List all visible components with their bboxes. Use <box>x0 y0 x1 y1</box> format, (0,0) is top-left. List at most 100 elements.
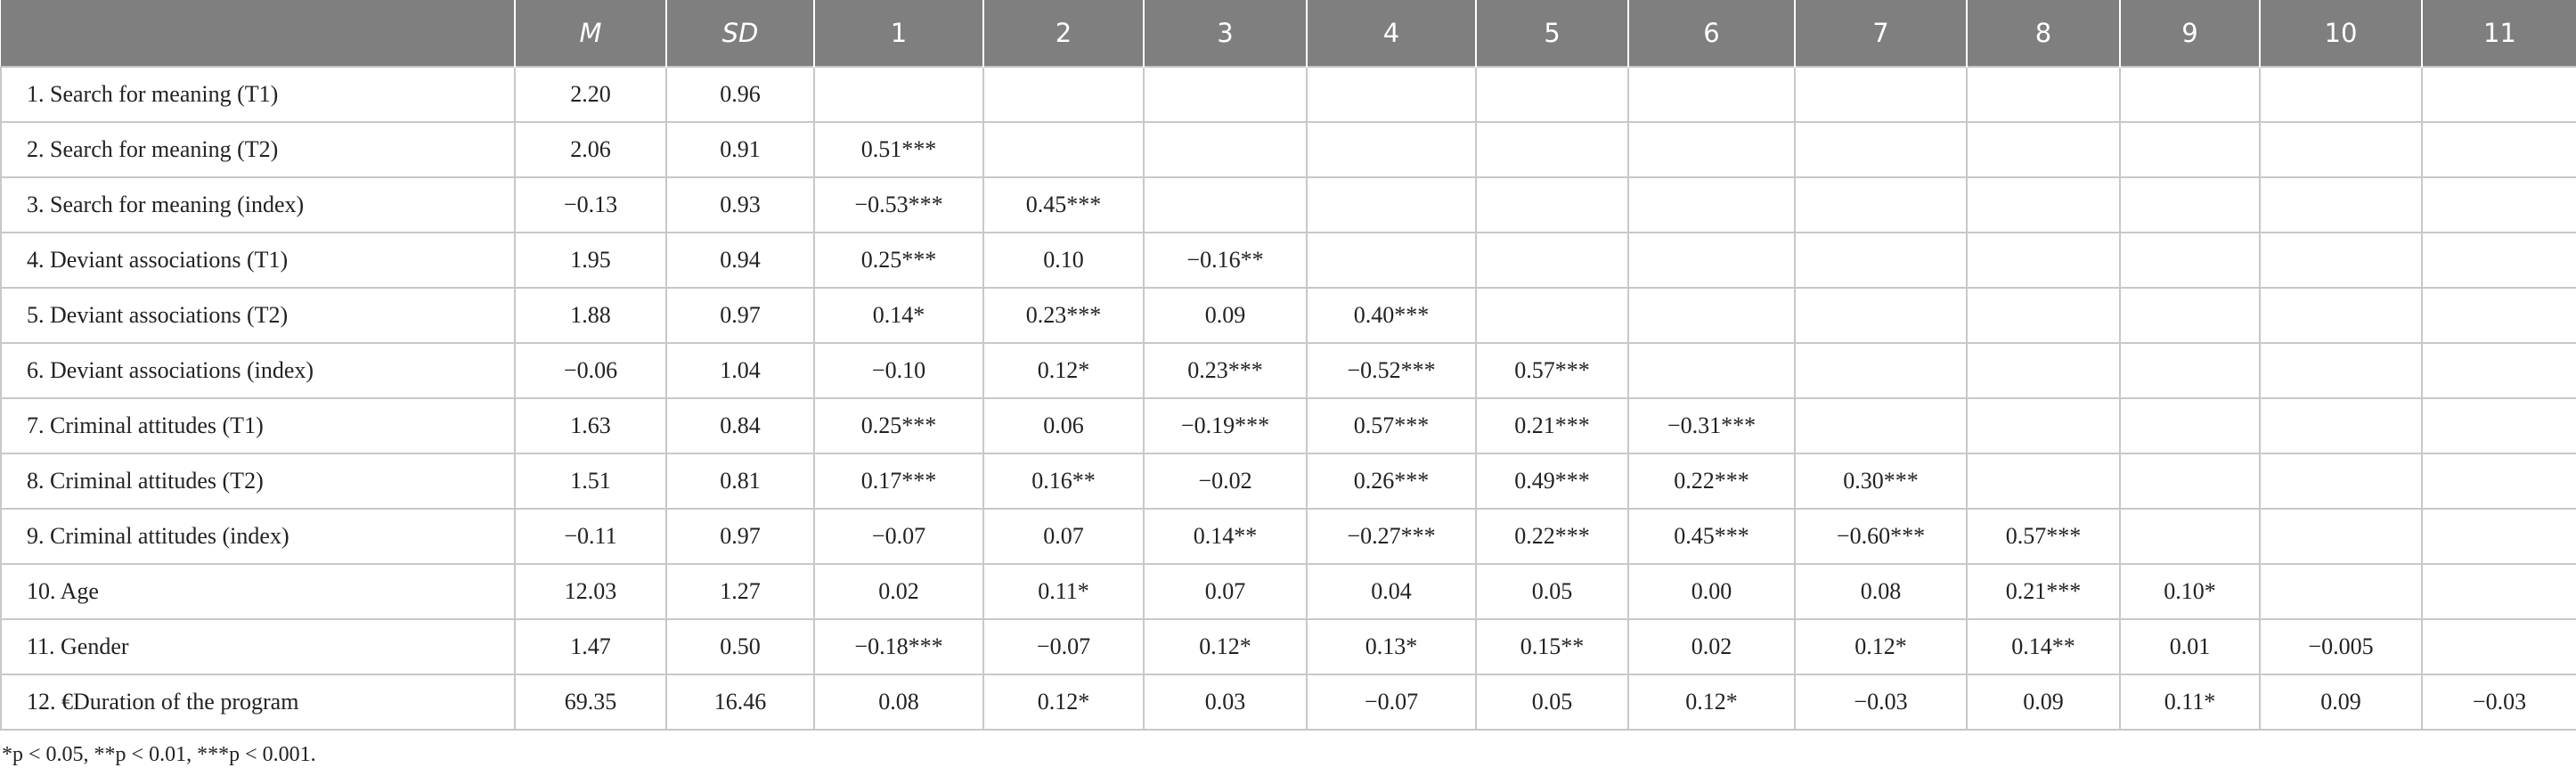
cell: 0.02 <box>813 563 984 620</box>
empty-cell <box>1306 121 1477 178</box>
cell: 0.23*** <box>1143 342 1308 399</box>
cell: −0.18*** <box>813 618 984 675</box>
cell: −0.16** <box>1143 232 1308 289</box>
empty-cell <box>2259 121 2423 178</box>
cell: 0.16** <box>982 453 1145 510</box>
empty-cell <box>1794 397 1968 454</box>
empty-cell <box>1966 453 2121 510</box>
empty-cell <box>2421 563 2576 620</box>
cell: 0.04 <box>1306 563 1477 620</box>
cell: 0.40*** <box>1306 287 1477 344</box>
empty-cell <box>1794 121 1968 178</box>
table-row: 8. Criminal attitudes (T2) 1.51 0.81 0.17**… <box>0 453 2576 510</box>
empty-cell <box>1143 176 1308 233</box>
cell: 0.45*** <box>1627 508 1796 565</box>
cell: 0.97 <box>665 508 815 565</box>
cell: −0.07 <box>1306 674 1477 731</box>
cell: 0.97 <box>665 287 815 344</box>
cell: 0.96 <box>665 66 815 123</box>
empty-cell <box>1475 176 1629 233</box>
cell: 0.17*** <box>813 453 984 510</box>
empty-cell <box>982 66 1145 123</box>
cell: 0.01 <box>2119 618 2261 675</box>
cell: 0.00 <box>1627 563 1796 620</box>
table-row: 4. Deviant associations (T1) 1.95 0.94 0.25… <box>0 232 2576 289</box>
cell: 0.08 <box>813 674 984 731</box>
row-label: 9. Criminal attitudes (index) <box>0 508 516 565</box>
empty-cell <box>1966 397 2121 454</box>
cell: −0.03 <box>2421 674 2576 731</box>
cell: 0.05 <box>1475 563 1629 620</box>
cell: 0.81 <box>665 453 815 510</box>
row-label: 4. Deviant associations (T1) <box>0 232 516 289</box>
cell: 0.57*** <box>1966 508 2121 565</box>
empty-cell <box>1627 66 1796 123</box>
table-row: 2. Search for meaning (T2) 2.06 0.91 0.51**… <box>0 121 2576 178</box>
cell: −0.06 <box>514 342 667 399</box>
empty-cell <box>1794 342 1968 399</box>
header-cell: 4 <box>1306 0 1476 67</box>
cell: 0.10* <box>2119 563 2261 620</box>
cell: 0.12* <box>982 674 1145 731</box>
empty-cell <box>1794 287 1968 344</box>
table-row: 12. €Duration of the program 69.35 16.46 0.… <box>0 674 2576 731</box>
footnote: *p < 0.05, **p < 0.01, ***p < 0.001. <box>2 743 316 766</box>
cell: 0.09 <box>1143 287 1308 344</box>
cell: 1.04 <box>665 342 815 399</box>
empty-cell <box>1475 66 1629 123</box>
empty-cell <box>2421 121 2576 178</box>
empty-cell <box>1794 176 1968 233</box>
cell: 0.13* <box>1306 618 1477 675</box>
empty-cell <box>2119 397 2261 454</box>
cell: 0.15** <box>1475 618 1629 675</box>
empty-cell <box>2259 508 2423 565</box>
empty-cell <box>1627 232 1796 289</box>
header-cell: 9 <box>2119 0 2260 67</box>
cell: 0.14** <box>1143 508 1308 565</box>
empty-cell <box>1627 176 1796 233</box>
header-cell: 3 <box>1143 0 1307 67</box>
empty-cell <box>2119 232 2261 289</box>
row-label: 3. Search for meaning (index) <box>0 176 516 233</box>
cell: −0.03 <box>1794 674 1968 731</box>
cell: 0.45*** <box>982 176 1145 233</box>
cell: 0.07 <box>1143 563 1308 620</box>
cell: 0.22*** <box>1475 508 1629 565</box>
cell: −0.005 <box>2259 618 2423 675</box>
header-cell: M <box>514 0 666 67</box>
cell: 1.27 <box>665 563 815 620</box>
empty-cell <box>2259 397 2423 454</box>
cell: −0.13 <box>514 176 667 233</box>
header-cell: 10 <box>2259 0 2422 67</box>
cell: 1.63 <box>514 397 667 454</box>
empty-cell <box>2259 342 2423 399</box>
table-row: 9. Criminal attitudes (index) −0.11 0.97 −0… <box>0 508 2576 565</box>
header-cell: 5 <box>1475 0 1628 67</box>
header-cell: 1 <box>813 0 983 67</box>
cell: 0.94 <box>665 232 815 289</box>
row-label: 6. Deviant associations (index) <box>0 342 516 399</box>
empty-cell <box>2119 342 2261 399</box>
empty-cell <box>2119 287 2261 344</box>
cell: 0.93 <box>665 176 815 233</box>
row-label: 2. Search for meaning (T2) <box>0 121 516 178</box>
cell: 0.25*** <box>813 232 984 289</box>
cell: 1.47 <box>514 618 667 675</box>
row-label: 12. €Duration of the program <box>0 674 516 731</box>
empty-cell <box>1966 176 2121 233</box>
empty-cell <box>982 121 1145 178</box>
cell: 0.23*** <box>982 287 1145 344</box>
empty-cell <box>2421 232 2576 289</box>
empty-cell <box>1966 232 2121 289</box>
empty-cell <box>1966 287 2121 344</box>
empty-cell <box>2259 66 2423 123</box>
header-cell <box>1 0 515 67</box>
empty-cell <box>1966 66 2121 123</box>
row-label: 10. Age <box>0 563 516 620</box>
table-row: 7. Criminal attitudes (T1) 1.63 0.84 0.25**… <box>0 397 2576 454</box>
cell: −0.53*** <box>813 176 984 233</box>
empty-cell <box>2421 397 2576 454</box>
empty-cell <box>2421 453 2576 510</box>
cell: 0.10 <box>982 232 1145 289</box>
table-row: 5. Deviant associations (T2) 1.88 0.97 0.14… <box>0 287 2576 344</box>
